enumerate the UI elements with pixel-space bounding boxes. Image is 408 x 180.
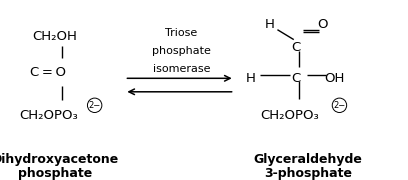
Text: phosphate: phosphate	[152, 46, 211, 56]
Text: CH₂OH: CH₂OH	[33, 30, 78, 42]
Text: C: C	[291, 72, 300, 85]
Text: O: O	[317, 18, 328, 31]
Text: CH₂OPO₃: CH₂OPO₃	[260, 109, 319, 122]
Text: H: H	[246, 72, 256, 85]
Text: CH₂OPO₃: CH₂OPO₃	[19, 109, 78, 122]
Text: C: C	[291, 41, 300, 54]
Text: C = O: C = O	[30, 66, 66, 79]
Text: 2−: 2−	[89, 101, 101, 110]
Text: Glyceraldehyde: Glyceraldehyde	[254, 153, 362, 166]
Text: Dihydroxyacetone: Dihydroxyacetone	[0, 153, 119, 166]
Text: 3-phosphate: 3-phosphate	[264, 167, 352, 180]
Text: Triose: Triose	[165, 28, 198, 38]
Text: 2−: 2−	[333, 101, 346, 110]
Text: OH: OH	[324, 72, 345, 85]
Text: phosphate: phosphate	[18, 167, 92, 180]
Text: isomerase: isomerase	[153, 64, 210, 74]
Text: H: H	[264, 18, 274, 31]
